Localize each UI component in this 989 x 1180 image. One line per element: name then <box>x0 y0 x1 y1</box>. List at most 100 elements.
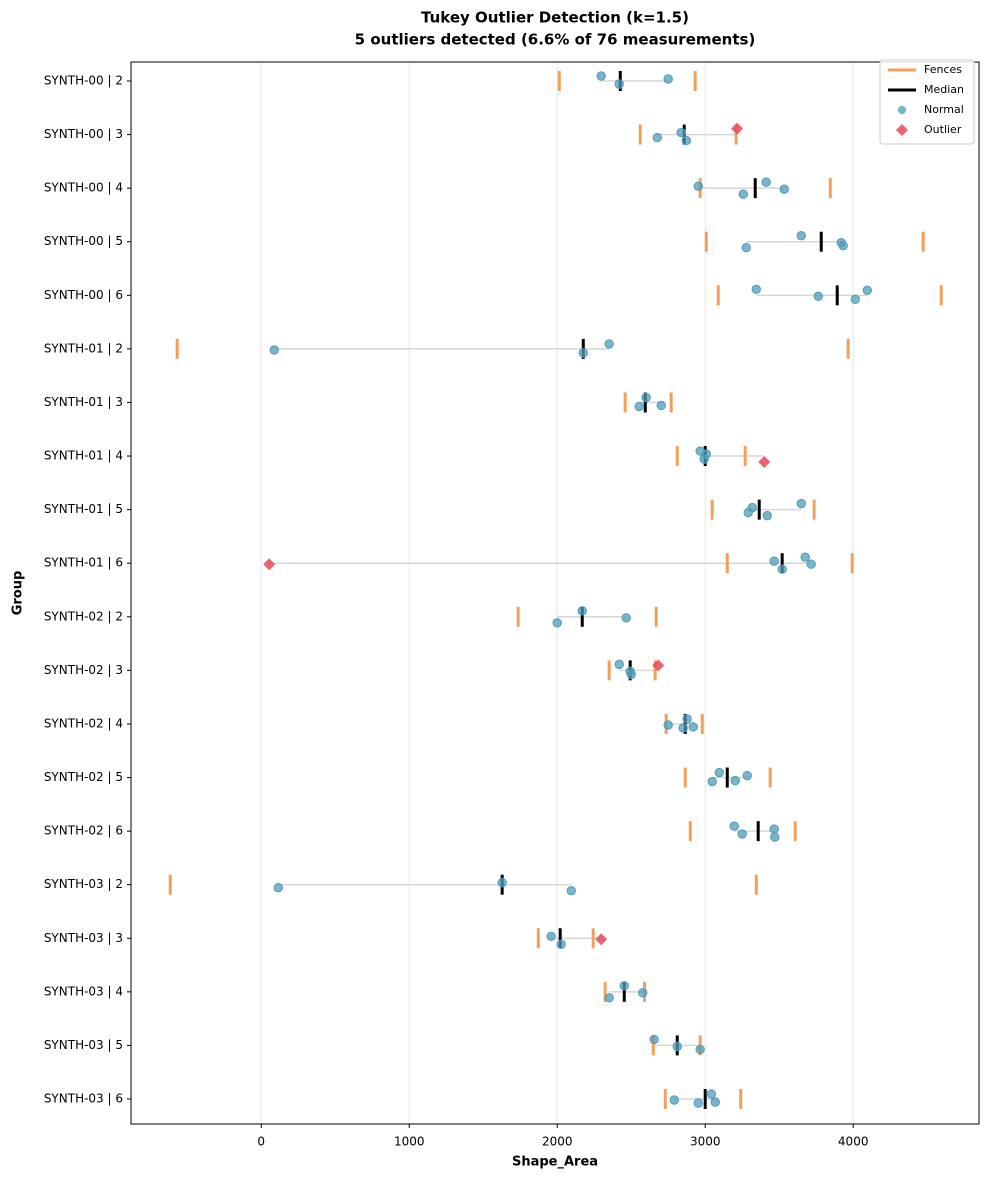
normal-point <box>747 502 757 513</box>
y-tick-label: SYNTH-00 | 4 <box>44 181 123 195</box>
x-axis-label: Shape_Area <box>512 1155 598 1170</box>
y-tick-label: SYNTH-02 | 3 <box>44 663 123 677</box>
y-tick-label: SYNTH-00 | 6 <box>44 288 123 302</box>
normal-point <box>779 184 789 194</box>
y-tick-label: SYNTH-00 | 3 <box>44 127 123 141</box>
normal-point <box>777 564 787 574</box>
x-tick-label: 4000 <box>838 1135 869 1149</box>
normal-point <box>619 981 629 991</box>
normal-point <box>769 556 779 566</box>
normal-point <box>596 71 606 81</box>
outlier-point <box>595 933 608 946</box>
chart-subtitle: 5 outliers detected (6.6% of 76 measurem… <box>355 31 756 49</box>
legend-label: Fences <box>924 63 962 76</box>
normal-point <box>737 829 747 839</box>
normal-point <box>638 988 648 998</box>
legend-label: Median <box>924 83 964 96</box>
normal-point <box>701 449 711 459</box>
normal-point <box>552 618 562 628</box>
normal-point <box>621 613 631 623</box>
normal-point <box>730 775 740 786</box>
normal-point <box>770 832 780 842</box>
x-tick-label: 0 <box>257 1135 265 1149</box>
normal-point <box>738 189 748 199</box>
y-axis-label: Group <box>11 571 26 616</box>
normal-point <box>862 285 872 296</box>
y-tick-label: SYNTH-02 | 2 <box>44 609 123 623</box>
y-tick-label: SYNTH-03 | 3 <box>44 931 123 945</box>
normal-point <box>796 498 806 509</box>
legend-label: Normal <box>924 103 964 116</box>
y-tick-label: SYNTH-03 | 5 <box>44 1038 123 1052</box>
normal-point <box>634 401 644 412</box>
normal-point <box>663 720 673 730</box>
normal-point <box>678 723 688 733</box>
y-tick-label: SYNTH-02 | 4 <box>44 716 123 730</box>
normal-point <box>742 770 752 781</box>
outlier-point <box>263 558 276 571</box>
y-tick-label: SYNTH-03 | 2 <box>44 877 123 891</box>
normal-point <box>806 559 816 569</box>
normal-point <box>672 1041 682 1052</box>
legend-swatch <box>896 124 908 136</box>
normal-point <box>741 243 751 253</box>
normal-point <box>813 291 823 302</box>
normal-point <box>693 1098 703 1108</box>
normal-point <box>769 824 779 834</box>
normal-point <box>710 1097 720 1107</box>
y-tick-label: SYNTH-03 | 6 <box>44 1092 123 1106</box>
normal-point <box>663 74 673 84</box>
plot-frame <box>130 61 980 1125</box>
normal-point <box>681 135 691 146</box>
legend-box <box>879 59 975 145</box>
outlier-point <box>652 659 665 672</box>
x-tick-label: 1000 <box>394 1135 425 1149</box>
y-tick-label: SYNTH-00 | 5 <box>44 234 123 248</box>
normal-point <box>800 552 810 562</box>
normal-point <box>850 294 860 305</box>
normal-point <box>796 231 806 241</box>
normal-point <box>641 392 651 403</box>
normal-point <box>688 722 698 732</box>
normal-point <box>614 659 624 670</box>
legend-swatch <box>897 105 907 115</box>
legend-label: Outlier <box>924 123 962 136</box>
normal-point <box>838 241 848 251</box>
normal-point <box>707 776 717 787</box>
y-tick-label: SYNTH-02 | 5 <box>44 770 123 784</box>
normal-point <box>761 177 771 187</box>
normal-point <box>604 339 614 349</box>
normal-point <box>614 79 624 89</box>
normal-point <box>714 767 724 778</box>
normal-point <box>269 345 279 355</box>
y-tick-label: SYNTH-00 | 2 <box>44 74 123 88</box>
normal-point <box>652 132 662 143</box>
y-tick-label: SYNTH-01 | 2 <box>44 341 123 355</box>
normal-point <box>762 510 772 521</box>
y-tick-label: SYNTH-01 | 6 <box>44 556 123 570</box>
normal-point <box>604 993 614 1003</box>
normal-point <box>578 348 588 358</box>
normal-point <box>656 400 666 411</box>
normal-point <box>649 1034 659 1045</box>
y-tick-label: SYNTH-01 | 3 <box>44 395 123 409</box>
normal-point <box>669 1095 679 1105</box>
y-tick-label: SYNTH-01 | 5 <box>44 502 123 516</box>
y-tick-label: SYNTH-01 | 4 <box>44 449 123 463</box>
y-tick-label: SYNTH-03 | 4 <box>44 984 123 998</box>
normal-point <box>546 931 556 941</box>
legend: Fences Median Normal Outlier <box>879 59 975 145</box>
x-tick-label: 3000 <box>690 1135 721 1149</box>
normal-point <box>676 127 686 138</box>
outlier-point <box>758 456 771 469</box>
normal-point <box>626 669 636 680</box>
normal-point <box>566 885 576 896</box>
normal-point <box>273 882 283 893</box>
normal-point <box>751 284 761 295</box>
chart-title: Tukey Outlier Detection (k=1.5) <box>421 9 689 27</box>
normal-point <box>695 1044 705 1055</box>
y-tick-label: SYNTH-02 | 6 <box>44 824 123 838</box>
normal-point <box>706 1089 716 1099</box>
normal-point <box>577 606 587 616</box>
